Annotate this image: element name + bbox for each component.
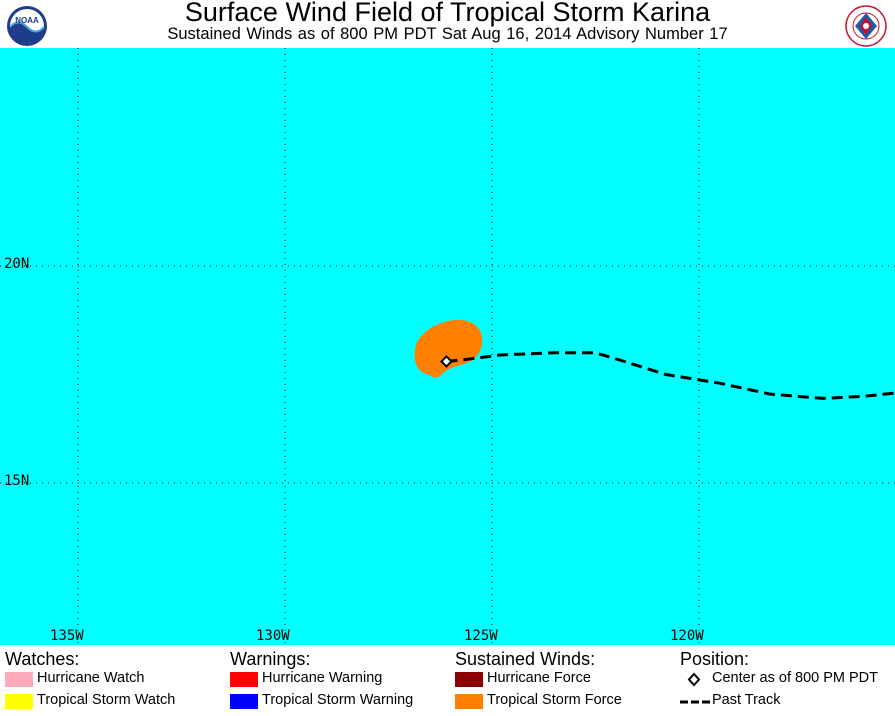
legend-heading-sustained-winds: Sustained Winds: [455, 649, 596, 669]
legend-label: Hurricane Watch [37, 670, 145, 686]
page-subtitle: Sustained Winds as of 800 PM PDT Sat Aug… [167, 25, 728, 43]
longitude-label-120w: 120W [670, 628, 704, 644]
diamond-icon [687, 672, 701, 687]
latitude-label-15n: 15N [4, 473, 30, 489]
hurricane-watch-swatch [5, 672, 33, 687]
longitude-label-125w: 125W [464, 628, 498, 644]
noaa-logo-icon: NOAA [7, 6, 47, 46]
svg-text:NOAA: NOAA [15, 16, 39, 25]
past-track-line [446, 351, 895, 400]
longitude-label-135w: 135W [50, 628, 84, 644]
tropical-storm-watch-swatch [5, 694, 33, 709]
map-canvas [0, 48, 895, 645]
storm-center-diamond [440, 355, 453, 368]
map: 20N 15N 135W 130W 125W 120W [0, 48, 895, 645]
legend-heading-warnings: Warnings: [230, 649, 311, 669]
hurricane-force-swatch [455, 672, 483, 687]
hurricane-warning-swatch [230, 672, 258, 687]
tropical-storm-warning-swatch [230, 694, 258, 709]
legend-label: Tropical Storm Force [487, 692, 622, 708]
legend-label: Past Track [712, 692, 781, 708]
page-title: Surface Wind Field of Tropical Storm Kar… [184, 0, 711, 27]
nws-logo-icon [845, 5, 887, 47]
legend-label: Hurricane Force [487, 670, 591, 686]
header: NOAA Surface Wind Field of Tropical Stor… [0, 0, 895, 48]
legend-heading-position: Position: [680, 649, 750, 669]
latitude-label-20n: 20N [4, 256, 30, 272]
tropical-storm-wind-field [414, 319, 483, 378]
dashed-line-icon [680, 700, 710, 704]
legend-heading-watches: Watches: [5, 649, 80, 669]
longitude-label-130w: 130W [256, 628, 290, 644]
legend: Watches: Hurricane Watch Tropical Storm … [0, 645, 895, 716]
legend-label: Tropical Storm Watch [37, 692, 176, 708]
tropical-storm-force-swatch [455, 694, 483, 709]
legend-label: Center as of 800 PM PDT [712, 670, 879, 686]
legend-label: Hurricane Warning [262, 670, 383, 686]
legend-label: Tropical Storm Warning [262, 692, 414, 708]
